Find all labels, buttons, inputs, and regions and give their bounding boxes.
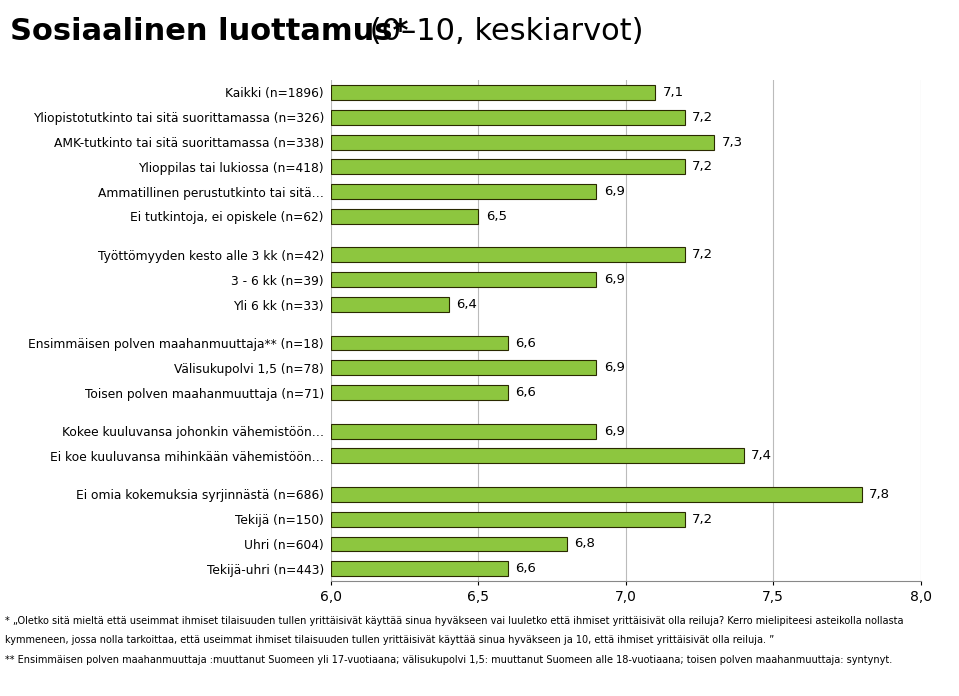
Bar bbox=[331, 512, 685, 527]
Bar bbox=[331, 448, 744, 464]
Text: * „Oletko sitä mieltä että useimmat ihmiset tilaisuuden tullen yrittäisivät käyt: * „Oletko sitä mieltä että useimmat ihmi… bbox=[5, 616, 903, 626]
Bar bbox=[331, 561, 508, 576]
Bar bbox=[331, 297, 449, 312]
Text: 7,2: 7,2 bbox=[692, 513, 713, 525]
Bar bbox=[331, 361, 596, 375]
Text: 7,8: 7,8 bbox=[869, 488, 890, 501]
Bar bbox=[331, 335, 508, 351]
Bar bbox=[331, 209, 479, 224]
Text: 6,6: 6,6 bbox=[515, 562, 536, 576]
Text: 6,9: 6,9 bbox=[603, 425, 624, 438]
Text: 6,9: 6,9 bbox=[603, 361, 624, 374]
Text: kymmeneen, jossa nolla tarkoittaa, että useimmat ihmiset tilaisuuden tullen yrit: kymmeneen, jossa nolla tarkoittaa, että … bbox=[5, 635, 774, 645]
Bar bbox=[331, 85, 655, 100]
Bar bbox=[331, 537, 567, 551]
Text: 6,6: 6,6 bbox=[515, 386, 536, 399]
Bar bbox=[331, 159, 685, 174]
Text: 7,3: 7,3 bbox=[721, 136, 742, 148]
Bar bbox=[331, 184, 596, 199]
Text: 6,8: 6,8 bbox=[574, 537, 595, 551]
Bar bbox=[331, 272, 596, 287]
Text: 6,4: 6,4 bbox=[456, 298, 477, 311]
Text: 7,2: 7,2 bbox=[692, 111, 713, 124]
Text: 7,4: 7,4 bbox=[751, 450, 772, 462]
Text: 6,5: 6,5 bbox=[485, 210, 506, 223]
Text: 6,9: 6,9 bbox=[603, 185, 624, 198]
Text: Sosiaalinen luottamus*: Sosiaalinen luottamus* bbox=[10, 17, 409, 47]
Text: 6,6: 6,6 bbox=[515, 336, 536, 349]
Bar bbox=[331, 487, 862, 502]
Bar bbox=[331, 424, 596, 438]
Text: 7,1: 7,1 bbox=[663, 86, 684, 99]
Text: (0–10, keskiarvot): (0–10, keskiarvot) bbox=[360, 17, 643, 47]
Text: 7,2: 7,2 bbox=[692, 248, 713, 262]
Bar bbox=[331, 248, 685, 262]
Bar bbox=[331, 385, 508, 400]
Text: 6,9: 6,9 bbox=[603, 274, 624, 286]
Text: ** Ensimmäisen polven maahanmuuttaja :muuttanut Suomeen yli 17-vuotiaana; välisu: ** Ensimmäisen polven maahanmuuttaja :mu… bbox=[5, 655, 892, 665]
Bar bbox=[331, 110, 685, 125]
Text: 7,2: 7,2 bbox=[692, 160, 713, 173]
Bar bbox=[331, 134, 714, 150]
